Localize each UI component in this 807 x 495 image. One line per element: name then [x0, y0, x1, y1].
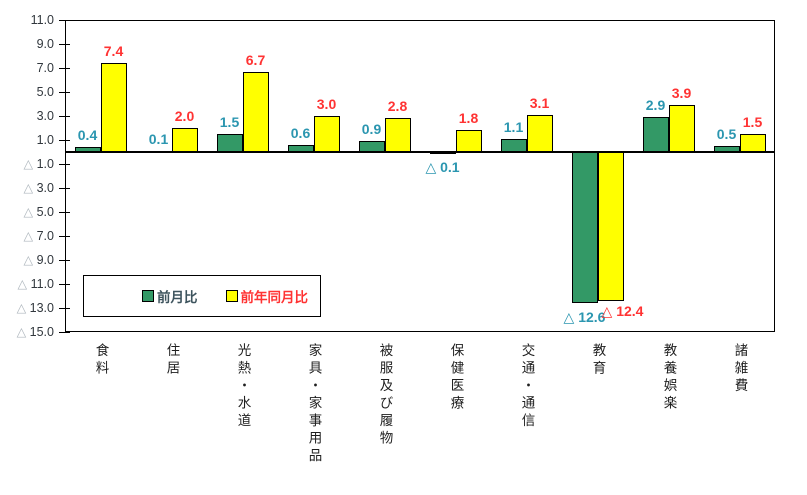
y-tick-mark: [59, 307, 70, 309]
y-tick-label: 7.0: [36, 60, 54, 75]
bar-series-1-cat-7: [597, 152, 624, 301]
y-tick-number: 11.0: [30, 276, 54, 291]
negative-triangle-glyph: △: [16, 324, 30, 339]
bar-series-1-cat-8: [668, 105, 695, 152]
y-tick-label: △ 1.0: [0, 157, 54, 172]
x-category-label-2: 光熱・水道: [235, 343, 251, 431]
value-label-series-0-cat-5: △ 0.1: [425, 159, 460, 176]
negative-triangle-glyph: △: [17, 276, 31, 291]
y-tick-mark: [59, 259, 70, 261]
y-tick-label: △ 13.0: [0, 301, 54, 316]
y-tick-mark: [59, 163, 70, 165]
negative-triangle-glyph: △: [23, 156, 37, 171]
x-axis-zero-line: [65, 151, 775, 153]
legend: 前月比 前年同月比: [83, 275, 321, 317]
value-label-series-0-cat-9: 0.5: [716, 126, 737, 142]
y-tick-mark: [59, 19, 70, 21]
value-label-series-1-cat-5: 1.8: [458, 110, 479, 127]
y-tick-mark: [59, 139, 70, 141]
value-label-series-1-cat-2: 6.7: [245, 51, 266, 68]
x-category-label-6: 交通・通信: [519, 343, 535, 431]
y-tick-mark: [59, 211, 70, 213]
legend-label-month-over-month: 前月比: [157, 290, 198, 305]
y-tick-label: △ 7.0: [0, 229, 54, 244]
x-category-label-9: 諸雑費: [732, 343, 748, 396]
y-tick-label: 1.0: [36, 132, 54, 147]
negative-triangle-glyph: △: [23, 180, 37, 195]
value-label-series-1-cat-6: 3.1: [529, 94, 550, 111]
bar-series-1-cat-1: [171, 128, 198, 152]
value-label-series-0-cat-3: 0.6: [290, 124, 311, 141]
legend-swatch-yellow: [225, 290, 238, 302]
bar-series-1-cat-3: [313, 116, 340, 152]
bar-series-0-cat-8: [642, 117, 669, 152]
y-tick-label: 11.0: [30, 12, 54, 27]
y-tick-label: △ 15.0: [0, 325, 54, 340]
legend-item-month-over-month: 前月比: [142, 286, 198, 306]
y-tick-number: 5.0: [36, 204, 54, 219]
value-label-series-1-cat-9: 1.5: [742, 114, 763, 130]
y-tick-label: △ 11.0: [0, 276, 55, 292]
x-category-label-3: 家具・家事用品: [306, 343, 322, 466]
value-label-series-0-cat-7: △ 12.6: [563, 309, 606, 326]
value-label-series-1-cat-1: 2.0: [174, 108, 195, 124]
y-tick-label: △ 5.0: [0, 205, 54, 220]
bar-series-1-cat-2: [242, 71, 269, 152]
y-tick-mark: [59, 331, 70, 333]
value-label-series-0-cat-0: 0.4: [77, 127, 98, 144]
bar-series-0-cat-7: [571, 152, 598, 304]
y-tick-mark: [59, 43, 70, 45]
y-tick-mark: [59, 67, 70, 69]
negative-triangle-glyph: △: [23, 204, 37, 219]
x-category-label-0: 食料: [93, 343, 109, 378]
negative-triangle-glyph: △: [23, 228, 37, 243]
y-tick-number: 13.0: [29, 300, 54, 315]
value-label-series-1-cat-3: 3.0: [316, 96, 337, 112]
bar-series-0-cat-2: [216, 134, 243, 152]
y-tick-mark: [59, 235, 70, 237]
bar-series-1-cat-4: [384, 118, 411, 152]
negative-triangle-glyph: △: [23, 252, 37, 267]
x-category-label-7: 教育: [590, 343, 606, 378]
y-tick-number: 9.0: [36, 252, 54, 267]
legend-swatch-green: [142, 290, 154, 302]
value-label-series-1-cat-4: 2.8: [387, 98, 408, 115]
y-tick-label: 5.0: [36, 84, 54, 99]
legend-item-year-over-year: 前年同月比: [225, 286, 309, 306]
y-tick-label: 3.0: [36, 108, 54, 123]
bar-series-1-cat-9: [739, 134, 766, 152]
x-category-label-1: 住居: [164, 343, 180, 378]
x-category-label-5: 保健医療: [448, 343, 464, 413]
value-label-series-0-cat-8: 2.9: [645, 97, 666, 114]
y-tick-number: 15.0: [29, 324, 54, 339]
value-label-series-0-cat-1: 0.1: [148, 130, 169, 147]
y-tick-mark: [59, 283, 70, 285]
y-tick-number: 1.0: [36, 156, 54, 171]
value-label-series-1-cat-7: △ 12.4: [601, 302, 644, 319]
y-tick-label: 9.0: [36, 36, 54, 51]
y-tick-mark: [59, 91, 70, 93]
value-label-series-0-cat-4: 0.9: [361, 121, 382, 138]
bar-series-1-cat-5: [455, 130, 482, 152]
negative-triangle-glyph: △: [16, 300, 30, 315]
bar-series-1-cat-6: [526, 114, 553, 152]
y-tick-number: 7.0: [36, 228, 54, 243]
value-label-series-0-cat-2: 1.5: [219, 114, 240, 130]
x-category-label-8: 教養娯楽: [661, 343, 677, 413]
bar-series-0-cat-6: [500, 138, 527, 152]
y-tick-mark: [59, 187, 70, 189]
y-tick-mark: [59, 115, 70, 117]
value-label-series-1-cat-8: 3.9: [671, 85, 692, 102]
y-tick-number: 3.0: [36, 180, 54, 195]
y-tick-label: △ 3.0: [0, 181, 54, 196]
legend-label-year-over-year: 前年同月比: [240, 290, 309, 305]
x-category-label-4: 被服及び履物: [377, 343, 393, 448]
value-label-series-1-cat-0: 7.4: [103, 43, 124, 60]
y-tick-label: △ 9.0: [0, 253, 54, 268]
bar-series-1-cat-0: [100, 63, 127, 152]
value-label-series-0-cat-6: 1.1: [503, 118, 524, 135]
